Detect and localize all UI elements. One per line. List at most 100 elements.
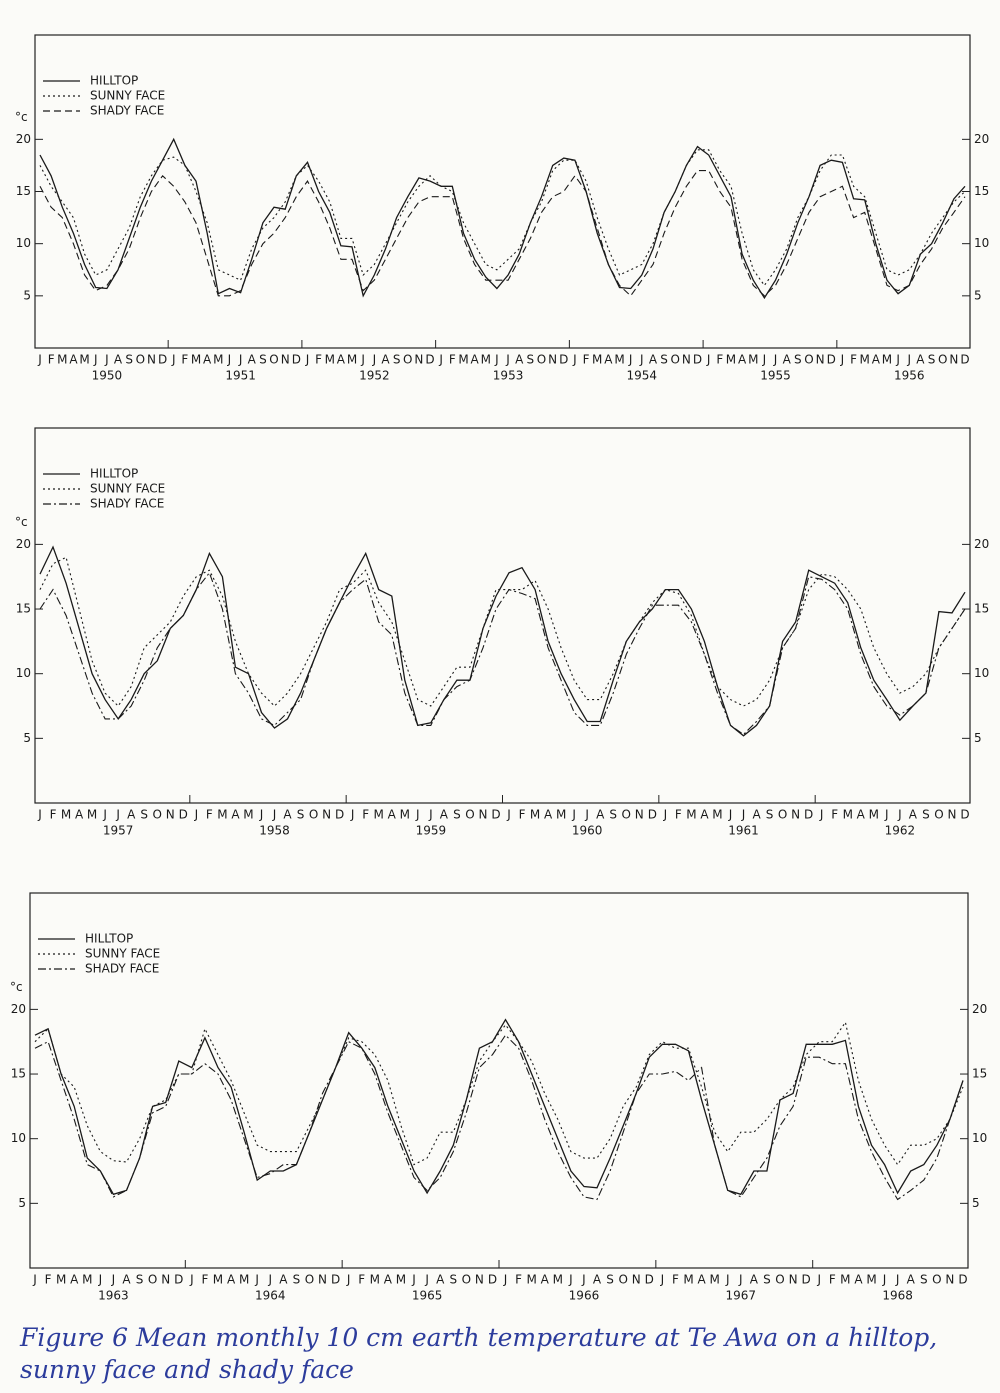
x-tick-label: J — [725, 1273, 730, 1287]
x-tick-label: J — [816, 1273, 821, 1287]
x-tick-label: O — [305, 1273, 314, 1287]
x-tick-label: S — [794, 353, 802, 367]
x-tick-label: D — [292, 353, 301, 367]
x-tick-label: M — [213, 353, 223, 367]
x-tick-label: J — [895, 353, 900, 367]
x-tick-label: O — [136, 353, 145, 367]
x-tick-label: J — [728, 808, 733, 822]
x-tick-label: J — [189, 1273, 194, 1287]
y-tick-label: 20 — [16, 132, 31, 146]
x-tick-label: M — [869, 808, 879, 822]
year-label: 1960 — [572, 824, 603, 838]
legend-label: SHADY FACE — [90, 497, 164, 511]
y-tick-label: 15 — [11, 1067, 26, 1081]
x-tick-label: J — [424, 1273, 429, 1287]
x-tick-label: A — [70, 1273, 79, 1287]
y-tick-label: 5 — [974, 731, 982, 745]
x-tick-label: O — [932, 1273, 941, 1287]
x-tick-label: N — [322, 808, 331, 822]
x-tick-label: M — [553, 1273, 563, 1287]
x-tick-label: S — [449, 1273, 457, 1287]
x-tick-label: A — [114, 353, 123, 367]
x-tick-label: M — [712, 808, 722, 822]
x-tick-label: S — [453, 808, 461, 822]
x-tick-label: A — [381, 353, 390, 367]
x-tick-label: A — [916, 353, 925, 367]
x-tick-label: N — [682, 353, 691, 367]
x-tick-label: M — [82, 1273, 92, 1287]
x-tick-label: O — [148, 1273, 157, 1287]
x-tick-label: F — [181, 353, 188, 367]
x-tick-label: A — [541, 1273, 550, 1287]
x-tick-label: N — [475, 1273, 484, 1287]
x-tick-label: M — [592, 353, 602, 367]
x-tick-label: N — [635, 808, 644, 822]
year-label: 1958 — [259, 824, 290, 838]
y-tick-label: 5 — [972, 1196, 980, 1210]
x-tick-label: O — [934, 808, 943, 822]
x-tick-label: J — [267, 1273, 272, 1287]
year-label: 1950 — [92, 369, 123, 383]
x-tick-label: J — [663, 808, 668, 822]
x-tick-label: S — [766, 808, 774, 822]
x-tick-label: F — [829, 1273, 836, 1287]
y-tick-label: 5 — [23, 288, 31, 302]
x-tick-label: A — [604, 353, 613, 367]
x-tick-label: D — [693, 353, 702, 367]
x-tick-label: J — [360, 353, 365, 367]
x-tick-label: M — [860, 353, 870, 367]
x-tick-label: J — [503, 1273, 508, 1287]
x-tick-label: J — [372, 353, 377, 367]
x-tick-label: J — [568, 1273, 573, 1287]
x-tick-label: S — [297, 808, 305, 822]
year-label: 1954 — [627, 369, 658, 383]
x-tick-label: J — [571, 808, 576, 822]
x-tick-label: S — [763, 1273, 771, 1287]
x-tick-label: D — [179, 808, 188, 822]
x-tick-label: A — [544, 808, 553, 822]
x-tick-label: A — [700, 808, 709, 822]
x-tick-label: A — [752, 808, 761, 822]
x-tick-label: M — [79, 353, 89, 367]
y-axis-label: °c — [15, 515, 28, 529]
x-tick-label: J — [438, 353, 443, 367]
x-tick-label: A — [783, 353, 792, 367]
x-tick-label: M — [843, 808, 853, 822]
x-tick-label: J — [254, 1273, 259, 1287]
x-tick-label: M — [56, 1273, 66, 1287]
x-tick-label: J — [882, 1273, 887, 1287]
y-tick-label: 10 — [972, 1131, 987, 1145]
legend-label: HILLTOP — [90, 74, 138, 88]
x-tick-label: D — [648, 808, 657, 822]
y-tick-label: 10 — [16, 666, 31, 680]
x-tick-label: O — [465, 808, 474, 822]
x-tick-label: S — [606, 1273, 614, 1287]
y-axis-label: °c — [10, 980, 23, 994]
x-tick-label: F — [358, 1273, 365, 1287]
x-tick-label: J — [305, 353, 310, 367]
x-tick-label: J — [37, 808, 42, 822]
x-tick-label: S — [609, 808, 617, 822]
x-tick-label: D — [645, 1273, 654, 1287]
y-tick-label: 15 — [16, 602, 31, 616]
x-tick-label: F — [315, 353, 322, 367]
x-tick-label: A — [738, 353, 747, 367]
y-tick-label: 5 — [18, 1196, 26, 1210]
x-tick-label: D — [158, 353, 167, 367]
x-tick-label: D — [802, 1273, 811, 1287]
x-tick-label: F — [675, 808, 682, 822]
plot-frame — [34, 34, 971, 349]
x-tick-label: O — [775, 1273, 784, 1287]
x-tick-label: J — [506, 808, 511, 822]
x-tick-label: O — [153, 808, 162, 822]
year-label: 1951 — [225, 369, 256, 383]
x-tick-label: A — [907, 1273, 916, 1287]
x-tick-label: M — [325, 353, 335, 367]
year-label: 1963 — [98, 1289, 129, 1303]
y-tick-label: 20 — [974, 537, 989, 551]
y-tick-label: 15 — [972, 1067, 987, 1081]
x-tick-label: S — [660, 353, 668, 367]
series-line — [39, 149, 966, 287]
x-tick-label: D — [804, 808, 813, 822]
